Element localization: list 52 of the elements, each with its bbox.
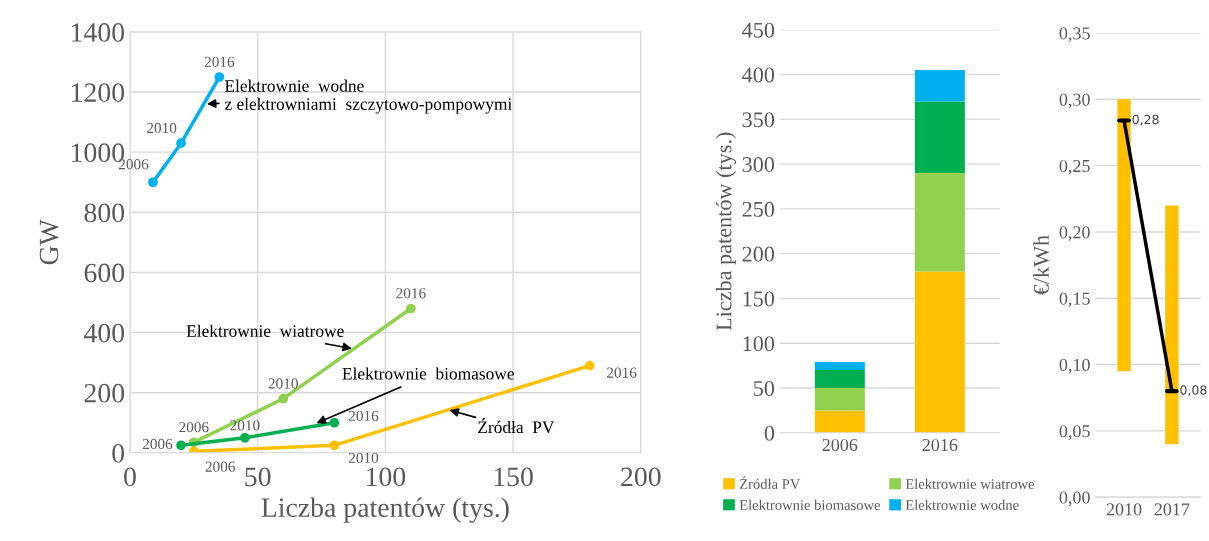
x-tick-label: 50	[245, 467, 271, 487]
y-tick-label: 0	[764, 425, 775, 441]
y-tick-label: 450	[742, 22, 775, 38]
annotation: 2010	[268, 378, 298, 389]
legend-label: Elektrownie wodne	[905, 499, 1019, 510]
x-axis-title: Liczba patentów (tys.)	[261, 497, 509, 523]
y-tick-label: 0,10	[1059, 358, 1090, 374]
annotation: Elektrownie wiatrowe	[186, 324, 344, 337]
y-tick-label: 0,00	[1059, 491, 1090, 507]
annotation: 2010	[348, 452, 379, 464]
legend-label: Źródła PV	[739, 476, 801, 490]
y-tick-label: 250	[742, 201, 775, 217]
y-axis-title: Liczba patentów (tys.)	[715, 132, 737, 331]
y-tick-label: 800	[84, 203, 125, 223]
y-axis-title: €/kWh	[1033, 235, 1049, 295]
y-tick-label: 400	[83, 323, 125, 343]
y-tick-label: 200	[742, 246, 775, 262]
y-tick-label: 0,15	[1059, 292, 1090, 308]
y-tick-label: 200	[84, 383, 125, 403]
y-tick-label: 0,35	[1059, 27, 1090, 43]
data-label: 0,28	[1132, 114, 1159, 126]
y-tick-label: 350	[742, 112, 775, 128]
annotation: 2006	[179, 421, 209, 433]
annotation: 2016	[348, 410, 379, 422]
x-tick-label: 200	[621, 467, 661, 487]
annotation: Źródła PV	[478, 418, 555, 434]
annotation: 2016	[607, 367, 637, 378]
annotation: 2016	[204, 56, 235, 67]
y-axis-title: GW	[39, 219, 59, 265]
x-tick-label: 100	[366, 467, 406, 487]
legend-label: Elektrownie wiatrowe	[905, 478, 1034, 489]
y-tick-label: 300	[742, 157, 775, 173]
y-tick-label: 400	[742, 67, 775, 83]
y-tick-label: 0,05	[1059, 425, 1090, 440]
annotation: 2010	[147, 122, 177, 134]
y-tick-label: 1400	[71, 23, 125, 42]
legend-label: Elektrownie biomasowe	[739, 499, 881, 510]
y-tick-label: 1200	[71, 83, 125, 102]
x-tick-label: 150	[494, 467, 533, 487]
annotation: 2016	[396, 288, 426, 299]
annotation: 2010	[230, 420, 260, 431]
annotation: Elektrownie biomasowe	[342, 367, 514, 380]
annotation: Elektrownie wodne z elektrowniami szczytowo-pompowymi	[224, 79, 512, 114]
x-tick-label: 2017	[1154, 503, 1190, 516]
y-tick-label: 50	[754, 380, 775, 396]
y-tick-label: 0,20	[1059, 226, 1090, 241]
y-tick-label: 600	[84, 263, 125, 283]
y-tick-label: 100	[743, 336, 775, 352]
data-label: 0,08	[1180, 385, 1207, 396]
y-tick-label: 150	[743, 291, 775, 307]
y-tick-label: 0,30	[1059, 93, 1090, 109]
y-tick-label: 0,25	[1059, 159, 1090, 175]
